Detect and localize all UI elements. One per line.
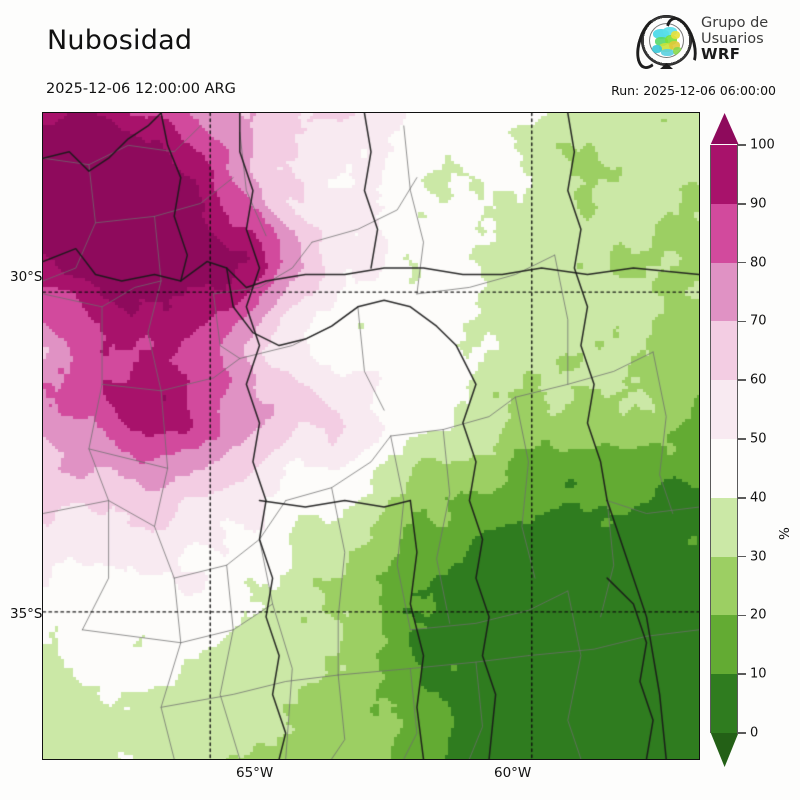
colorbar-tick-30 xyxy=(737,555,746,558)
colorbar-band-50-60 xyxy=(711,380,737,439)
colorbar-tick-60 xyxy=(737,379,746,381)
colorbar-tick-label-90: 90 xyxy=(750,196,767,212)
colorbar-tick-label-100: 100 xyxy=(750,137,775,153)
globe-seal-icon xyxy=(630,12,703,74)
colorbar-band-40-50 xyxy=(711,438,737,498)
colorbar-band-20-30 xyxy=(711,556,737,616)
colorbar-tick-label-70: 70 xyxy=(750,313,767,329)
colorbar-tick-40 xyxy=(737,497,746,499)
colorbar-tick-label-40: 40 xyxy=(750,490,767,506)
logo-wordmark: Grupo de Usuarios WRF xyxy=(701,15,769,63)
colorbar-tick-label-60: 60 xyxy=(750,372,767,388)
colorbar-under-arrow xyxy=(710,733,739,768)
colorbar-tick-label-20: 20 xyxy=(750,607,767,623)
lat-tick-label-35S: 35°S xyxy=(10,606,43,622)
cloud-cover-raster xyxy=(43,113,699,759)
colorbar-bands xyxy=(710,145,738,733)
colorbar-tick-70 xyxy=(737,320,746,323)
colorbar-band-90-100 xyxy=(711,145,737,204)
colorbar: 0 10 20 30 40 50 60 70 80 90 100 % xyxy=(709,112,795,768)
lat-tick-label-30S: 30°S xyxy=(10,269,43,285)
colorbar-band-10-20 xyxy=(711,615,737,675)
colorbar-tick-label-0: 0 xyxy=(750,725,759,741)
page-title: Nubosidad xyxy=(47,25,193,56)
colorbar-band-80-90 xyxy=(711,203,737,263)
colorbar-tick-100 xyxy=(737,144,746,146)
lon-tick-label-60W: 60°W xyxy=(494,765,532,781)
colorbar-over-arrow xyxy=(710,112,739,145)
colorbar-tick-80 xyxy=(737,261,746,264)
colorbar-tick-90 xyxy=(737,203,746,205)
seal-stand xyxy=(660,63,673,69)
colorbar-band-0-10 xyxy=(711,674,737,733)
colorbar-tick-10 xyxy=(737,673,746,675)
colorbar-band-60-70 xyxy=(711,321,737,381)
colorbar-band-30-40 xyxy=(711,497,737,557)
colorbar-tick-label-50: 50 xyxy=(750,431,767,447)
colorbar-unit-label: % xyxy=(777,527,793,540)
colorbar-tick-label-80: 80 xyxy=(750,255,767,271)
lon-tick-label-65W: 65°W xyxy=(236,765,274,781)
valid-time-label: 2025-12-06 12:00:00 ARG xyxy=(46,81,236,97)
run-time-label: Run: 2025-12-06 06:00:00 xyxy=(611,83,776,98)
logo-line-2: Usuarios xyxy=(701,30,764,47)
colorbar-tick-50 xyxy=(737,438,746,440)
colorbar-tick-label-30: 30 xyxy=(750,549,767,565)
logo-line-3: WRF xyxy=(701,45,741,63)
colorbar-tick-0 xyxy=(737,732,746,734)
map-plot-area[interactable] xyxy=(42,112,700,760)
wrf-user-group-logo: Grupo de Usuarios WRF xyxy=(630,12,795,74)
colorbar-tick-label-10: 10 xyxy=(750,666,767,682)
colorbar-tick-20 xyxy=(737,614,746,617)
logo-line-1: Grupo de xyxy=(701,15,769,31)
seal-ring xyxy=(641,15,692,66)
colorbar-band-70-80 xyxy=(711,262,737,322)
